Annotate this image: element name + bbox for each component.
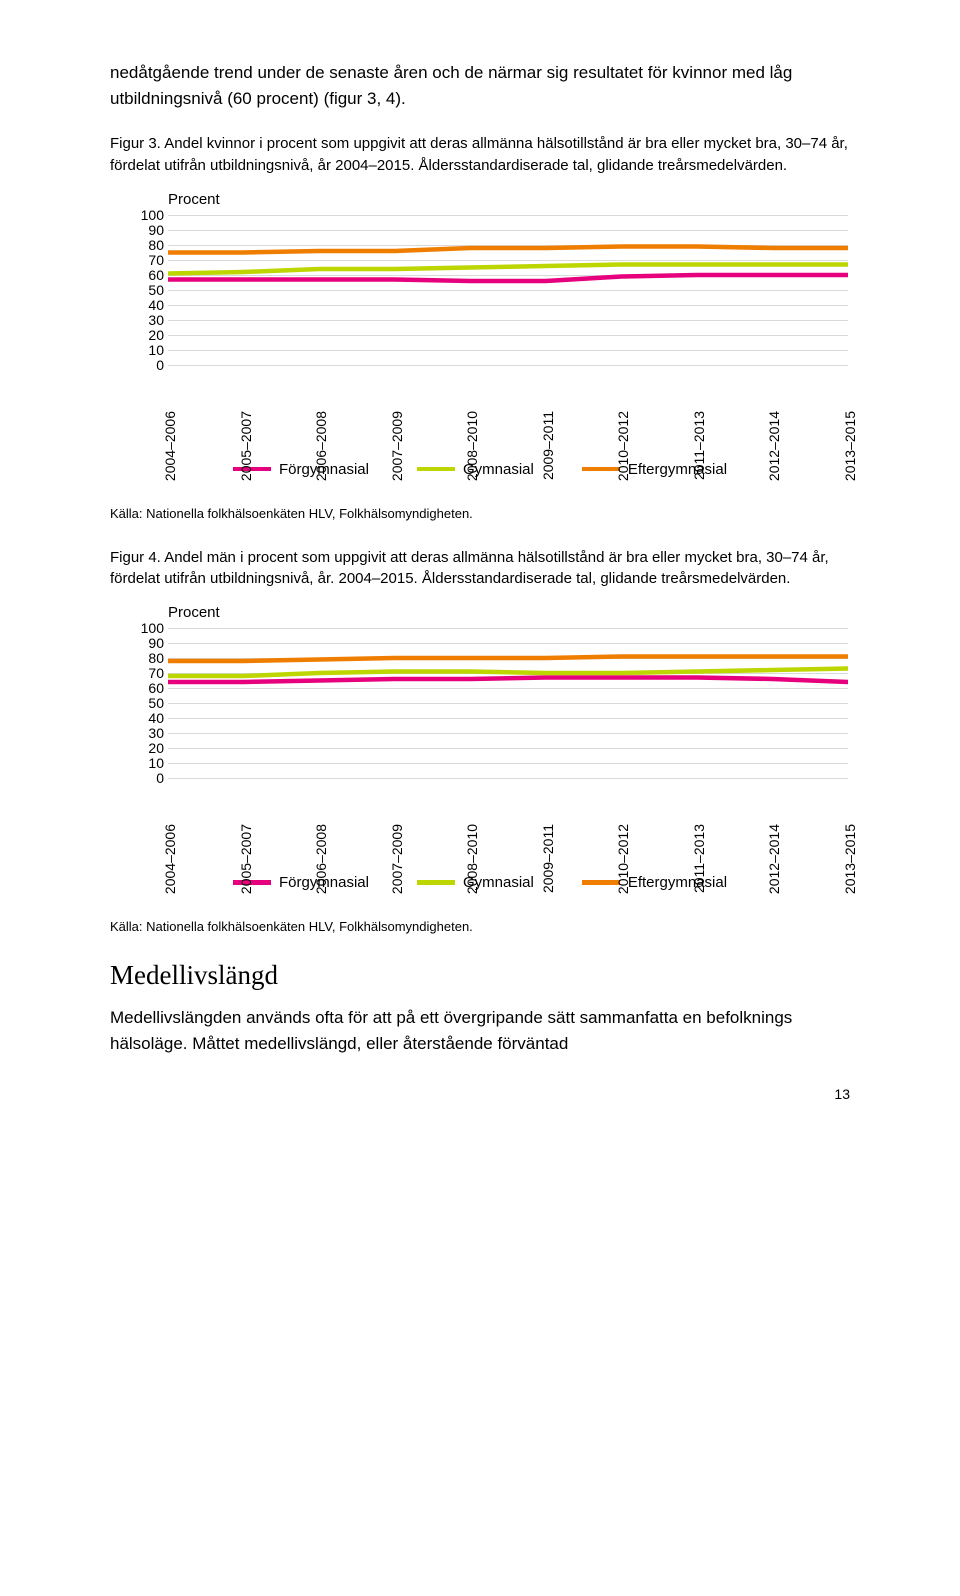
y-tick-label: 90 (124, 636, 164, 651)
x-tick-label: 2005–2007 (238, 411, 254, 481)
legend-swatch (417, 467, 455, 472)
x-tick-label: 2007–2009 (389, 411, 405, 481)
series-line-förgymnasial (168, 678, 848, 683)
y-tick-label: 100 (124, 208, 164, 223)
y-tick-label: 30 (124, 313, 164, 328)
series-line-eftergymnasial (168, 657, 848, 662)
y-tick-label: 30 (124, 726, 164, 741)
y-tick-label: 50 (124, 283, 164, 298)
x-tick-label: 2006–2008 (313, 411, 329, 481)
x-tick-label: 2008–2010 (464, 824, 480, 894)
y-tick-label: 80 (124, 651, 164, 666)
x-tick-label: 2013–2015 (842, 824, 858, 894)
y-tick-label: 80 (124, 238, 164, 253)
x-tick-label: 2013–2015 (842, 411, 858, 481)
figure-3-caption: Figur 3. Andel kvinnor i procent som upp… (110, 133, 850, 177)
y-tick-label: 60 (124, 681, 164, 696)
figure-3-chart: Procent 01020304050607080901002004–20062… (110, 191, 850, 451)
gridline (168, 778, 848, 779)
series-svg (168, 215, 848, 365)
x-tick-label: 2010–2012 (615, 411, 631, 481)
y-tick-label: 40 (124, 711, 164, 726)
series-svg (168, 628, 848, 778)
legend-label: Eftergymnasial (628, 874, 727, 891)
y-tick-label: 70 (124, 666, 164, 681)
x-tick-label: 2005–2007 (238, 824, 254, 894)
x-tick-label: 2004–2006 (162, 411, 178, 481)
y-tick-label: 10 (124, 756, 164, 771)
x-tick-label: 2011–2013 (691, 824, 707, 893)
y-tick-label: 0 (124, 358, 164, 373)
y-axis-label: Procent (168, 604, 220, 621)
x-tick-label: 2011–2013 (691, 411, 707, 480)
plot-area (168, 628, 848, 778)
intro-paragraph: nedåtgående trend under de senaste åren … (110, 60, 850, 111)
x-tick-label: 2009–2011 (540, 411, 556, 480)
x-tick-label: 2008–2010 (464, 411, 480, 481)
legend-label: Eftergymnasial (628, 461, 727, 478)
y-tick-label: 50 (124, 696, 164, 711)
y-tick-label: 70 (124, 253, 164, 268)
y-tick-label: 20 (124, 328, 164, 343)
y-tick-label: 90 (124, 223, 164, 238)
series-line-gymnasial (168, 264, 848, 273)
page-number: 13 (110, 1086, 850, 1102)
figure-3-source: Källa: Nationella folkhälsoenkäten HLV, … (110, 506, 850, 521)
y-tick-label: 0 (124, 771, 164, 786)
figure-3-legend: FörgymnasialGymnasialEftergymnasial (110, 461, 850, 478)
figure-4-source: Källa: Nationella folkhälsoenkäten HLV, … (110, 919, 850, 934)
x-tick-label: 2006–2008 (313, 824, 329, 894)
x-tick-label: 2010–2012 (615, 824, 631, 894)
x-tick-label: 2004–2006 (162, 824, 178, 894)
section-heading-medellivslangd: Medellivslängd (110, 960, 850, 991)
y-axis-label: Procent (168, 191, 220, 208)
series-line-eftergymnasial (168, 246, 848, 252)
series-line-gymnasial (168, 669, 848, 677)
x-tick-label: 2007–2009 (389, 824, 405, 894)
figure-4-caption: Figur 4. Andel män i procent som uppgivi… (110, 547, 850, 591)
series-line-förgymnasial (168, 275, 848, 281)
legend-swatch (417, 880, 455, 885)
plot-area (168, 215, 848, 365)
y-tick-label: 10 (124, 343, 164, 358)
x-tick-label: 2012–2014 (766, 824, 782, 894)
y-tick-label: 20 (124, 741, 164, 756)
x-tick-label: 2012–2014 (766, 411, 782, 481)
closing-paragraph: Medellivslängden används ofta för att på… (110, 1005, 850, 1056)
figure-4-chart: Procent 01020304050607080901002004–20062… (110, 604, 850, 864)
gridline (168, 365, 848, 366)
figure-4-legend: FörgymnasialGymnasialEftergymnasial (110, 874, 850, 891)
x-tick-label: 2009–2011 (540, 824, 556, 893)
y-tick-label: 60 (124, 268, 164, 283)
y-tick-label: 100 (124, 621, 164, 636)
y-tick-label: 40 (124, 298, 164, 313)
